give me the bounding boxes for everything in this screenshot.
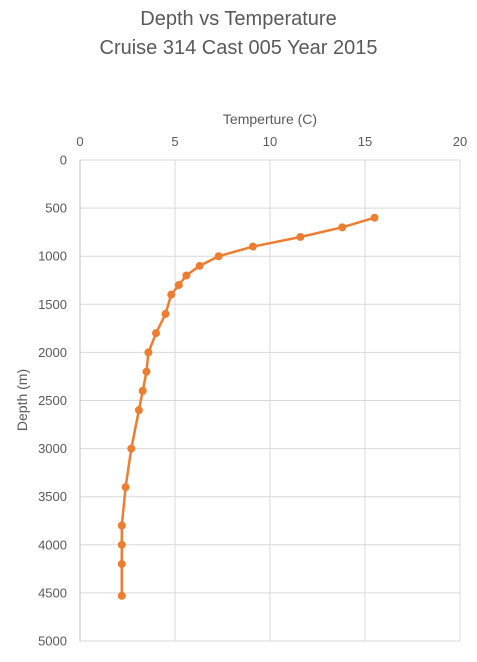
data-point — [214, 252, 223, 261]
data-point — [182, 271, 191, 280]
data-point — [152, 329, 160, 338]
x-tick-label: 0 — [76, 134, 83, 149]
y-tick-label: 3000 — [38, 441, 67, 456]
series-line — [120, 216, 375, 596]
y-tick-label: 0 — [60, 153, 67, 168]
data-point — [138, 386, 147, 395]
y-tick-label: 500 — [45, 201, 67, 216]
data-point — [248, 242, 257, 251]
y-tick-label: 1000 — [38, 249, 67, 264]
data-point — [174, 281, 183, 290]
data-point — [167, 290, 176, 299]
y-tick-label: 2000 — [38, 345, 67, 360]
chart-subtitle: Cruise 314 Cast 005 Year 2015 — [99, 37, 378, 59]
chart-title: Depth vs Temperature — [140, 8, 337, 30]
x-tick-label: 20 — [453, 134, 467, 149]
data-point — [338, 223, 347, 232]
y-axis-title: Depth (m) — [14, 369, 30, 431]
y-tick-label: 4000 — [38, 537, 67, 552]
data-point — [134, 406, 143, 415]
data-point — [127, 444, 136, 453]
data-point — [370, 213, 379, 222]
data-point — [296, 232, 305, 241]
data-point — [117, 560, 126, 569]
x-axis-title: Temperture (C) — [223, 111, 317, 127]
y-tick-label: 4500 — [38, 585, 67, 600]
data-point — [142, 367, 151, 376]
y-tick-label: 2500 — [38, 393, 67, 408]
data-point — [161, 309, 170, 318]
x-tick-label: 5 — [171, 134, 178, 149]
data-point — [117, 591, 126, 600]
x-tick-label: 10 — [263, 134, 277, 149]
x-tick-label: 15 — [358, 134, 372, 149]
data-point — [144, 348, 153, 357]
data-point — [195, 261, 204, 270]
y-tick-label: 1500 — [38, 297, 67, 312]
y-tick-label: 3500 — [38, 489, 67, 504]
data-point — [117, 540, 126, 549]
data-point — [121, 483, 130, 492]
data-point — [117, 521, 126, 530]
y-tick-label: 5000 — [38, 634, 67, 649]
